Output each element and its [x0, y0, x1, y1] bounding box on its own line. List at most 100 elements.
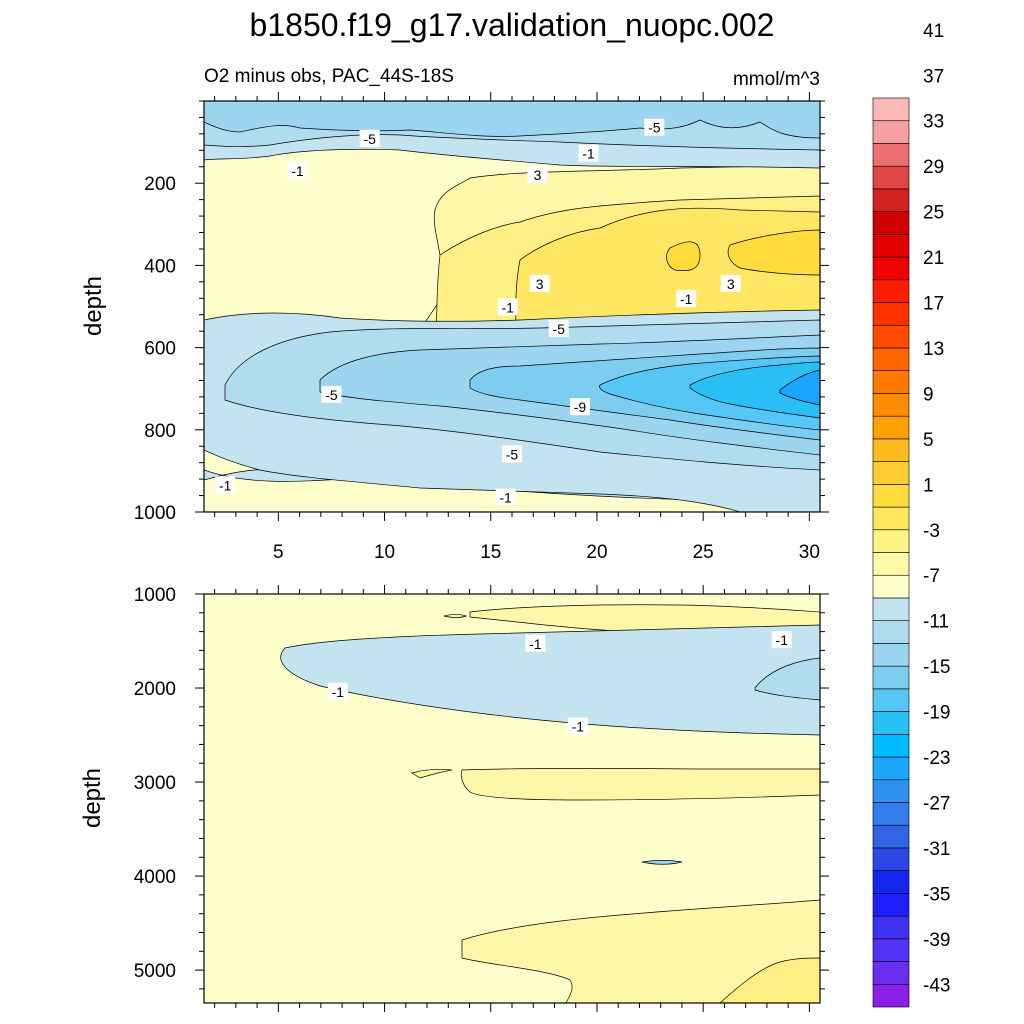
colorbar-label: -23: [923, 748, 950, 769]
upper-contour-label-bg: [287, 161, 308, 179]
colorbar-swatch: [872, 347, 910, 372]
colorbar-swatch: [872, 143, 910, 167]
upper-y-tick-label: 800: [144, 421, 176, 442]
upper-contour-label-bg: [644, 118, 665, 136]
colorbar-label: 41: [923, 21, 944, 42]
upper-contour-label-text: 3: [534, 167, 542, 183]
upper-contour-label-bg: [529, 274, 550, 292]
colorbar-swatch: [872, 733, 910, 758]
colorbar-swatch: [872, 484, 910, 508]
upper-contour-label-bg: [548, 320, 569, 338]
colorbar-label: 21: [923, 248, 944, 269]
upper-contour-label-text: 3: [536, 276, 544, 292]
colorbar-label: -27: [923, 793, 950, 814]
upper-contour-label-bg: [495, 488, 516, 506]
upper-panel: 5 10 15 20 25 30 200 400 600 800 1000 -5 -1 -5 -1 3 3 3…: [80, 92, 829, 563]
lower-y-tick-label: 4000: [134, 867, 176, 888]
lower-x-ticks: [214, 585, 810, 1012]
upper-contour-label-text: -9: [574, 399, 587, 415]
colorbar-swatch: [872, 574, 910, 599]
upper-contour-label: -9: [569, 398, 590, 416]
colorbar-label: 25: [923, 203, 944, 224]
colorbar-swatch: [872, 506, 910, 531]
upper-contour-label: 3: [527, 165, 548, 183]
lower-contour-label-bg: [771, 631, 792, 649]
lower-contour-label: -1: [567, 717, 588, 735]
lower-contour-label-text: -1: [776, 632, 789, 648]
colorbar-label: -19: [923, 703, 950, 724]
upper-contour-label-text: -1: [680, 291, 693, 307]
upper-contour-label-text: 3: [727, 276, 735, 292]
upper-contour-label: -1: [495, 488, 516, 506]
upper-contour-label: -5: [502, 445, 522, 463]
upper-y-tick-label: 600: [144, 339, 176, 360]
colorbar-swatch: [872, 393, 910, 417]
colorbar-swatch: [872, 711, 910, 735]
units-label: mmol/m^3: [733, 69, 820, 90]
lower-y-axis-label: depth: [79, 768, 106, 828]
upper-y-tick-label: 1000: [134, 503, 176, 524]
upper-x-tick-label: 10: [374, 542, 395, 563]
colorbar-swatch: [872, 620, 910, 644]
upper-contour-label-bg: [215, 476, 236, 494]
colorbar-label: -31: [923, 839, 950, 860]
colorbar-label: 9: [923, 384, 934, 405]
lower-y-ticks: 1000 2000 3000 4000 5000: [134, 585, 829, 990]
lower-pos-mid: [460, 767, 820, 801]
colorbar-swatch: [872, 279, 910, 303]
colorbar-swatch: [872, 915, 910, 940]
colorbar-swatch: [872, 643, 910, 667]
upper-contour-label-bg: [527, 165, 548, 183]
upper-contour-label-text: -5: [506, 446, 519, 462]
colorbar-label: -3: [923, 521, 940, 542]
lower-y-tick-label: 5000: [134, 961, 176, 982]
colorbar-swatch: [872, 529, 910, 553]
colorbar-swatch: [872, 461, 910, 485]
upper-contour-label-text: -5: [325, 387, 338, 403]
colorbar: [872, 97, 910, 1008]
upper-contour-label-text: -5: [363, 131, 376, 147]
upper-band-neg11-deep: [689, 361, 820, 419]
colorbar-label: 29: [923, 157, 944, 178]
colorbar-swatch: [872, 120, 910, 144]
upper-contour-label: -1: [287, 161, 308, 179]
colorbar-label: -15: [923, 657, 950, 678]
lower-tiny-mark: [443, 614, 468, 618]
lower-contour-labels: -1 -1 -1 -1: [327, 631, 792, 735]
upper-contour-label: -5: [359, 129, 380, 147]
upper-band-neg13-deep: [779, 369, 820, 406]
colorbar-swatch: [872, 97, 910, 122]
upper-x-tick-label: 5: [273, 542, 284, 563]
colorbar-swatch: [872, 234, 910, 258]
upper-contour-label: -5: [644, 118, 665, 136]
lower-panel: 1000 2000 3000 4000 5000 -1 -1 -1 -1 depth: [79, 585, 829, 1012]
lower-pos-deep: [461, 899, 820, 1003]
upper-x-tick-label: 30: [799, 542, 820, 563]
lower-contour-label: -1: [771, 631, 792, 649]
upper-x-tick-label: 20: [586, 542, 607, 563]
upper-contour-label-text: -1: [582, 146, 595, 162]
upper-contour-label: 3: [529, 274, 550, 292]
upper-core-1: [666, 241, 701, 271]
upper-contour-label: -1: [578, 144, 599, 162]
upper-band-neg5-surface: [204, 101, 820, 139]
colorbar-label: 17: [923, 294, 944, 315]
colorbar-swatch: [872, 188, 910, 212]
colorbar-swatch: [872, 597, 910, 621]
colorbar-swatch: [872, 847, 910, 871]
upper-contour-label: -1: [215, 476, 236, 494]
upper-contour-label-bg: [502, 445, 522, 463]
colorbar-swatch: [872, 438, 910, 462]
colorbar-label: -43: [923, 975, 950, 996]
colorbar-swatch: [872, 802, 910, 826]
upper-y-tick-label: 200: [144, 174, 176, 195]
colorbar-swatch: [872, 415, 910, 440]
upper-x-tick-label: 15: [480, 542, 501, 563]
upper-contour-label: -1: [676, 290, 697, 308]
lower-y-tick-label: 2000: [134, 679, 176, 700]
lower-contour-label: -1: [525, 634, 546, 652]
colorbar-swatch: [872, 324, 910, 349]
lower-contour-label-bg: [525, 634, 546, 652]
upper-contour-label-text: -5: [553, 321, 566, 337]
upper-contour-label-bg: [569, 398, 590, 416]
